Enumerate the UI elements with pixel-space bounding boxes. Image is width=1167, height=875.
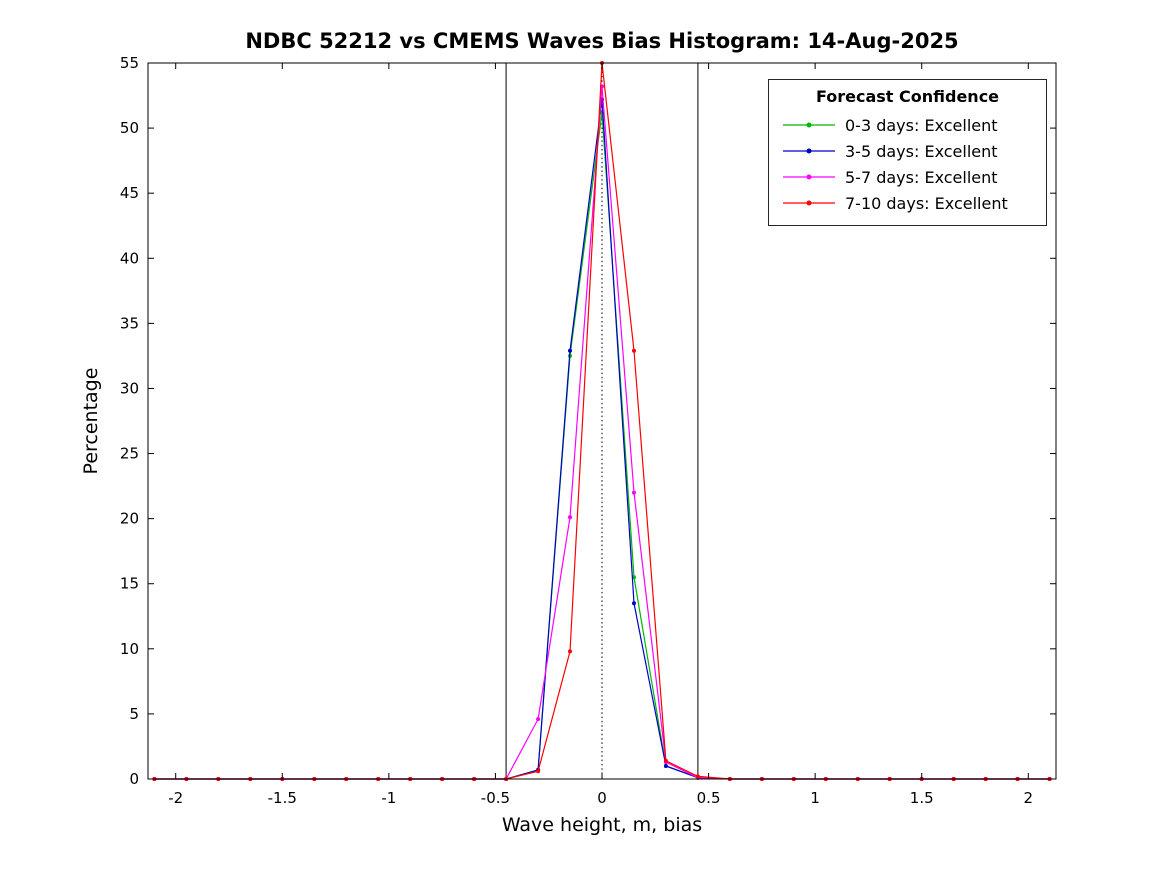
x-tick-label: 2 <box>1024 789 1034 807</box>
x-tick-label: -1 <box>381 789 396 807</box>
reference-lines <box>505 63 699 779</box>
legend-line-sample <box>783 122 835 128</box>
data-point-marker <box>663 764 668 768</box>
y-tick-label: 25 <box>120 445 139 463</box>
x-tick-label: 1 <box>810 789 820 807</box>
x-tick-label: -0.5 <box>481 789 510 807</box>
chart-title: NDBC 52212 vs CMEMS Waves Bias Histogram… <box>245 29 958 53</box>
data-point-marker <box>568 515 572 520</box>
data-point-marker <box>632 601 636 606</box>
y-tick-label: 35 <box>120 314 139 332</box>
data-point-marker <box>568 649 572 654</box>
legend-label: 7-10 days: Excellent <box>845 193 1008 213</box>
y-tick-label: 40 <box>120 249 139 267</box>
legend-item-0-3-days: 0-3 days: Excellent <box>769 112 1046 138</box>
legend-item-5-7-days: 5-7 days: Excellent <box>769 164 1046 190</box>
x-tick-label: 0.5 <box>697 789 721 807</box>
y-tick-label: 0 <box>129 770 139 788</box>
y-tick-label: 15 <box>120 575 139 593</box>
legend-item-7-10-days: 7-10 days: Excellent <box>769 190 1046 216</box>
legend-item-3-5-days: 3-5 days: Excellent <box>769 138 1046 164</box>
legend-label: 0-3 days: Excellent <box>845 115 998 135</box>
y-tick-label: 30 <box>120 379 139 397</box>
legend-line-sample <box>783 200 835 206</box>
y-tick-label: 55 <box>120 54 139 72</box>
x-tick-label: 1.5 <box>910 789 934 807</box>
data-point-marker <box>536 769 541 774</box>
y-tick-label: 50 <box>120 119 139 137</box>
y-tick-label: 20 <box>120 510 139 528</box>
x-axis: -2 -1.5 -1 -0.5 0 0.5 1 1.5 2 <box>168 63 1033 807</box>
x-tick-label: -2 <box>168 789 183 807</box>
x-tick-label: 0 <box>597 789 607 807</box>
legend: Forecast Confidence 0-3 days: Excellent … <box>768 79 1047 226</box>
data-point-marker <box>632 348 636 353</box>
legend-label: 3-5 days: Excellent <box>845 141 998 161</box>
y-axis: 0 5 10 15 20 25 30 35 40 45 50 55 <box>120 54 1056 788</box>
data-point-marker <box>568 348 572 353</box>
y-axis-label: Percentage <box>80 368 102 475</box>
legend-title: Forecast Confidence <box>815 87 1000 106</box>
y-tick-label: 5 <box>129 705 139 723</box>
x-axis-label: Wave height, m, bias <box>502 814 702 836</box>
data-point-marker <box>632 490 636 495</box>
data-point-marker <box>663 758 668 763</box>
y-tick-label: 10 <box>120 640 139 658</box>
legend-label: 5-7 days: Excellent <box>845 167 998 187</box>
legend-line-sample <box>783 148 835 154</box>
data-point-marker <box>536 717 541 722</box>
y-tick-label: 45 <box>120 184 139 202</box>
legend-line-sample <box>783 174 835 180</box>
x-tick-label: -1.5 <box>268 789 297 807</box>
data-point-marker <box>695 774 700 779</box>
